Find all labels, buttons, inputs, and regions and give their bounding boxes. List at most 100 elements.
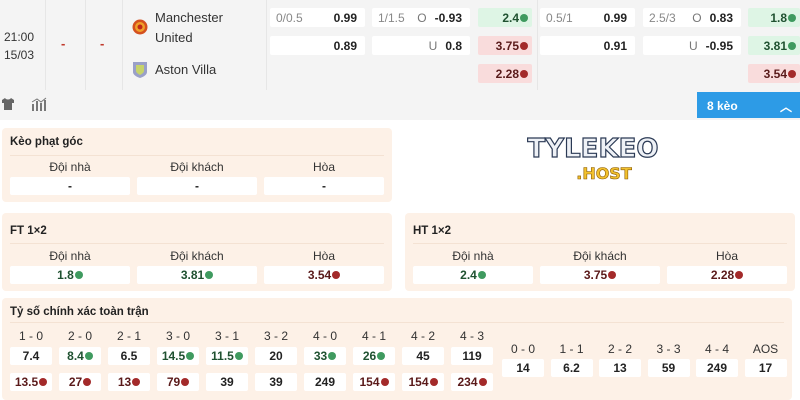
handicap-away[interactable]: 0.91 (540, 36, 635, 55)
score-odds-home[interactable]: 11.5 (206, 347, 248, 365)
score-odds-away[interactable]: 249 (304, 373, 346, 391)
column-label: Đội nhà (452, 249, 494, 263)
column-label: Hòa (312, 160, 335, 174)
odds-up-icon (520, 13, 528, 22)
score-label: 1 - 0 (18, 329, 43, 343)
under-odds[interactable]: U 0.8 (372, 36, 470, 55)
odds-cell[interactable]: 3.75 (540, 266, 660, 284)
odds-value: 3.54 (307, 268, 332, 282)
odds-down-icon (39, 378, 48, 386)
correct-score-panel: Tỷ số chính xác toàn trận 1 - 0 7.4 13.5 2 … (2, 298, 792, 400)
odds-up-icon (74, 271, 83, 279)
score-label: 2 - 0 (67, 329, 92, 343)
score-odds-home[interactable]: 20 (255, 347, 297, 365)
score-odds-away[interactable]: 234 (451, 373, 493, 391)
draw-score-label: 2 - 2 (607, 342, 632, 356)
handicap-home[interactable]: 0/0.5 0.99 (270, 8, 365, 27)
svg-text:.HOST: .HOST (576, 164, 632, 183)
1x2-odds[interactable]: 2.28 (478, 64, 532, 83)
1x2-odds[interactable]: 3.75 (478, 36, 532, 55)
score-odds-away[interactable]: 154 (402, 373, 444, 391)
home-team-logo (132, 19, 148, 35)
score-odds-away[interactable]: 39 (255, 373, 297, 391)
panel-title: FT 1×2 (10, 225, 47, 237)
handicap-away[interactable]: 0.89 (270, 36, 365, 55)
score-odds-away[interactable]: 39 (206, 373, 248, 391)
more-odds-button[interactable]: 8 kèo ︿ (697, 92, 800, 118)
column-label: Đội khách (170, 160, 224, 174)
ft-score: - (100, 36, 105, 51)
score-odds-home[interactable]: 8.4 (59, 347, 101, 365)
odds-cell[interactable]: - (137, 177, 257, 195)
stats-chart-icon[interactable] (31, 97, 47, 111)
score-odds-home[interactable]: 6.5 (108, 347, 150, 365)
odds-value: 20 (269, 349, 283, 363)
draw-score-label: 1 - 1 (559, 342, 584, 356)
odds-cell[interactable]: - (10, 177, 130, 195)
shirt-icon[interactable] (2, 98, 14, 110)
1x2-odds[interactable]: 2.4 (478, 8, 532, 27)
score-odds-home[interactable]: 33 (304, 347, 346, 365)
draw-score-label: 0 - 0 (510, 342, 535, 356)
odds-value: 27 (68, 375, 83, 389)
score-odds-away[interactable]: 27 (59, 373, 101, 391)
away-team-name[interactable]: Aston Villa (155, 62, 217, 77)
odds-value: 3.75 (495, 38, 519, 53)
odds-up-icon (205, 271, 214, 279)
odds-value: 13.5 (14, 375, 39, 389)
odds-cell[interactable]: 1.8 (10, 266, 130, 284)
score-label: 4 - 2 (410, 329, 435, 343)
odds-value: 33 (313, 349, 328, 363)
odds-up-icon (186, 352, 195, 360)
score-odds-away[interactable]: 79 (157, 373, 199, 391)
odds-cell[interactable]: - (264, 177, 384, 195)
score-odds-home[interactable]: 26 (353, 347, 395, 365)
home-team-name[interactable]: Manchester United (155, 10, 223, 45)
odds-value: 2.28 (710, 268, 735, 282)
odds-value: 39 (269, 375, 283, 389)
column-label: Đội nhà (49, 160, 91, 174)
odds-cell[interactable]: 3.54 (264, 266, 384, 284)
odds-cell[interactable]: 3.81 (137, 266, 257, 284)
odds-value: 2.4 (460, 268, 477, 282)
score-label: 4 - 0 (312, 329, 337, 343)
column-label: Đội khách (170, 249, 224, 263)
odds-value: 2.4 (502, 10, 519, 25)
handicap-home[interactable]: 0.5/1 0.99 (540, 8, 635, 27)
draw-score-label: 3 - 3 (656, 342, 681, 356)
odds-value: 3.81 (763, 38, 787, 53)
score-odds-home[interactable]: 119 (451, 347, 493, 365)
score-odds-home[interactable]: 7.4 (10, 347, 52, 365)
odds-up-icon (234, 352, 243, 360)
1x2-odds[interactable]: 1.8 (748, 8, 800, 27)
draw-score-odds[interactable]: 59 (647, 359, 690, 377)
1x2-odds[interactable]: 3.54 (748, 64, 800, 83)
match-row: 21:00 15/03 - - Manchester United Aston Vi… (0, 0, 800, 90)
odds-up-icon (788, 41, 796, 50)
ft-1x2-panel: FT 1×2 Đội nhà 1.8 Đội khách 3.81 Hòa 3.54 (2, 213, 392, 291)
odds-value: 3.54 (763, 66, 787, 81)
draw-score-odds[interactable]: 14 (502, 359, 544, 377)
score-odds-home[interactable]: 45 (402, 347, 444, 365)
draw-score-odds[interactable]: 249 (696, 359, 738, 377)
under-odds[interactable]: U -0.95 (643, 36, 741, 55)
draw-score-odds[interactable]: 6.2 (550, 359, 593, 377)
odds-down-icon (788, 69, 796, 78)
score-odds-away[interactable]: 154 (353, 373, 395, 391)
odds-up-icon (788, 13, 796, 22)
score-odds-away[interactable]: 13 (108, 373, 150, 391)
odds-cell[interactable]: 2.4 (413, 266, 533, 284)
odds-cell[interactable]: 2.28 (667, 266, 787, 284)
odds-value: 11.5 (211, 349, 234, 363)
score-odds-home[interactable]: 14.5 (157, 347, 199, 365)
odds-up-icon (84, 352, 93, 360)
odds-value: 154 (359, 375, 380, 389)
1x2-odds[interactable]: 3.81 (748, 36, 800, 55)
odds-down-icon (132, 378, 141, 386)
draw-score-odds[interactable]: 13 (599, 359, 641, 377)
score-odds-away[interactable]: 13.5 (10, 373, 52, 391)
odds-value: 1.8 (770, 10, 787, 25)
draw-score-odds[interactable]: 17 (744, 359, 787, 377)
over-odds[interactable]: 2.5/3 O 0.83 (643, 8, 741, 27)
over-odds[interactable]: 1/1.5 O -0.93 (372, 8, 470, 27)
